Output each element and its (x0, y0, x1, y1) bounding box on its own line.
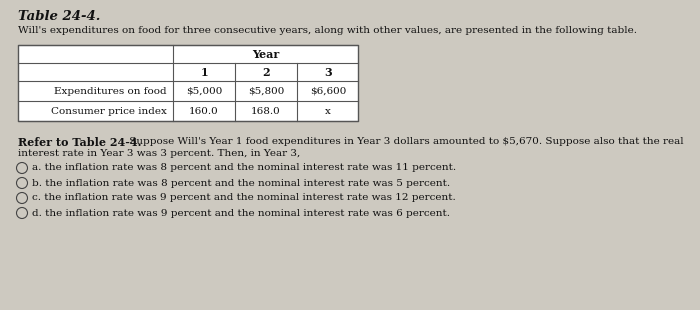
Text: Suppose Will's Year 1 food expenditures in Year 3 dollars amounted to $5,670. Su: Suppose Will's Year 1 food expenditures … (126, 137, 684, 146)
Text: interest rate in Year 3 was 3 percent. Then, in Year 3,: interest rate in Year 3 was 3 percent. T… (18, 149, 300, 158)
Text: a. the inflation rate was 8 percent and the nominal interest rate was 11 percent: a. the inflation rate was 8 percent and … (32, 163, 456, 172)
Bar (18, 45, 358, 121)
Text: x: x (325, 107, 331, 116)
Text: 1: 1 (200, 67, 208, 78)
Text: b. the inflation rate was 8 percent and the nominal interest rate was 5 percent.: b. the inflation rate was 8 percent and … (32, 179, 451, 188)
Text: $6,600: $6,600 (310, 86, 346, 95)
Text: Consumer price index: Consumer price index (51, 107, 167, 116)
Text: Expenditures on food: Expenditures on food (55, 86, 167, 95)
Text: Will's expenditures on food for three consecutive years, along with other values: Will's expenditures on food for three co… (18, 26, 637, 35)
Text: 2: 2 (262, 67, 270, 78)
Text: 168.0: 168.0 (251, 107, 281, 116)
Text: 160.0: 160.0 (189, 107, 219, 116)
Text: d. the inflation rate was 9 percent and the nominal interest rate was 6 percent.: d. the inflation rate was 9 percent and … (32, 209, 451, 218)
Text: Refer to Table 24-4.: Refer to Table 24-4. (18, 137, 141, 148)
Text: $5,000: $5,000 (186, 86, 222, 95)
Text: Year: Year (253, 48, 279, 60)
Text: c. the inflation rate was 9 percent and the nominal interest rate was 12 percent: c. the inflation rate was 9 percent and … (32, 193, 456, 202)
Text: $5,800: $5,800 (248, 86, 284, 95)
Text: 3: 3 (324, 67, 332, 78)
Text: Table 24-4.: Table 24-4. (18, 10, 100, 23)
